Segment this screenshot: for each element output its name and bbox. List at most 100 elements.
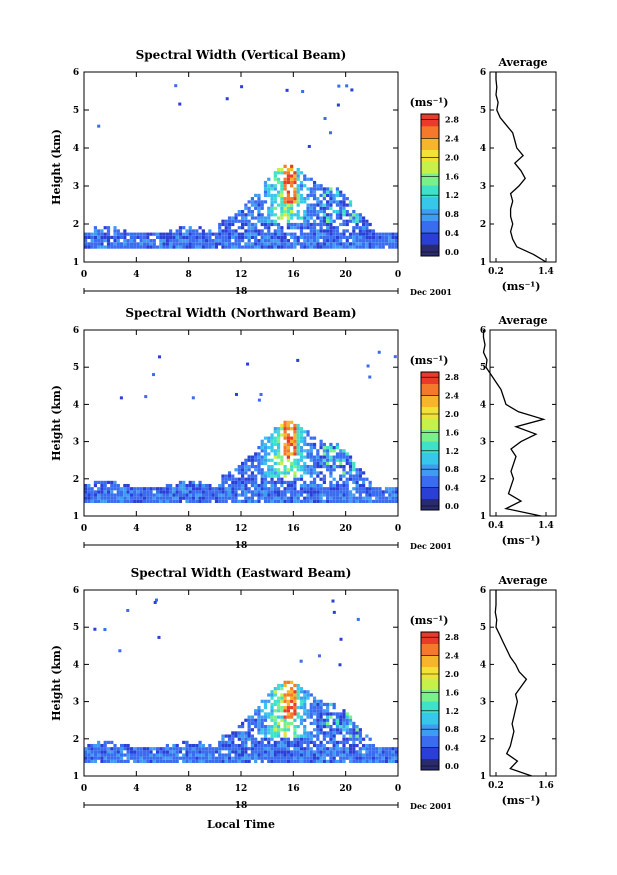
heatmap-cell xyxy=(365,743,369,748)
heatmap-cell xyxy=(303,430,307,434)
heatmap-cell xyxy=(100,480,104,485)
heatmap-cell xyxy=(231,219,235,223)
heatmap-cell xyxy=(319,206,323,210)
heatmap-cell xyxy=(195,756,199,760)
heatmap-cell xyxy=(106,487,111,491)
heatmap-cell xyxy=(342,235,346,240)
heatmap-cell xyxy=(126,487,130,491)
heatmap-cell xyxy=(169,493,173,497)
heatmap-cell xyxy=(388,750,392,754)
heatmap-cell xyxy=(316,200,320,204)
heatmap-cell xyxy=(362,480,366,485)
heatmap-cell xyxy=(139,232,143,236)
heatmap-cell xyxy=(348,715,353,719)
heatmap-cell xyxy=(273,219,277,223)
heatmap-cell xyxy=(280,427,284,431)
heatmap-cell xyxy=(195,499,199,503)
heatmap-cell xyxy=(254,452,258,456)
colorbar-swatch xyxy=(421,701,439,713)
heatmap-cell xyxy=(270,184,274,188)
heatmap-cell xyxy=(391,747,395,751)
heatmap-cell xyxy=(129,753,133,757)
heatmap-cell xyxy=(290,167,294,172)
heatmap-cell xyxy=(254,216,258,220)
heatmap-cell xyxy=(195,753,199,757)
heatmap-cell xyxy=(283,499,287,503)
heatmap-cell xyxy=(129,499,133,503)
heatmap-cell xyxy=(339,458,343,462)
heatmap-cell xyxy=(280,232,284,236)
heatmap-cell xyxy=(286,216,290,220)
heatmap-cell xyxy=(303,740,307,745)
heatmap-cell xyxy=(201,750,205,754)
heatmap-cell xyxy=(257,493,261,497)
heatmap-cell xyxy=(329,712,333,716)
heatmap-cell xyxy=(326,702,330,707)
heatmap-cell xyxy=(322,737,326,741)
heatmap-cell xyxy=(257,213,261,217)
heatmap-cell xyxy=(286,750,290,754)
heatmap-cell xyxy=(103,226,107,230)
heatmap-cell xyxy=(221,499,225,503)
heatmap-cell xyxy=(221,474,225,478)
colorbar-swatch xyxy=(421,632,439,644)
heatmap-cell xyxy=(191,235,196,240)
heatmap-cell xyxy=(329,740,333,745)
heatmap-cell xyxy=(205,753,209,757)
heatmap-cell xyxy=(384,759,389,763)
heatmap-cell xyxy=(342,193,346,198)
x-tick-label: 16 xyxy=(287,784,300,794)
heatmap-cell xyxy=(352,740,356,745)
heatmap-cell xyxy=(227,743,232,748)
heatmap-cell xyxy=(319,442,323,447)
heatmap-cell xyxy=(263,180,268,185)
heatmap-cell xyxy=(247,229,251,233)
heatmap-cell xyxy=(362,239,366,243)
y-tick-label: 4 xyxy=(73,660,79,670)
heatmap-cell xyxy=(224,756,228,760)
heatmap-cell xyxy=(234,490,238,494)
heatmap-cell xyxy=(106,756,111,760)
heatmap-cell xyxy=(267,239,271,243)
heatmap-cell xyxy=(234,235,238,240)
heatmap-cell xyxy=(241,464,245,469)
heatmap-cell xyxy=(345,499,349,503)
heatmap-cell xyxy=(368,759,372,763)
heatmap-cell xyxy=(309,187,313,191)
heatmap-cell xyxy=(221,759,225,763)
heatmap-cell xyxy=(362,499,366,503)
heatmap-cell xyxy=(175,242,179,246)
heatmap-cell xyxy=(172,753,176,757)
heatmap-cell xyxy=(299,455,304,459)
heatmap-cell xyxy=(250,737,255,741)
heatmap-cell xyxy=(205,747,209,751)
heatmap-cell xyxy=(139,750,143,754)
heatmap-cell xyxy=(273,452,277,456)
heatmap-cell xyxy=(162,756,166,760)
heatmap-cell xyxy=(188,229,192,233)
heatmap-cell xyxy=(293,427,297,431)
heatmap-cell xyxy=(273,222,277,227)
heatmap-cell xyxy=(378,232,382,236)
heatmap-cell xyxy=(345,209,349,214)
heatmap-cell xyxy=(257,740,261,745)
heatmap-cell xyxy=(296,193,300,198)
heatmap-cell xyxy=(152,373,156,377)
colorbar-tick-label: 1.6 xyxy=(445,427,459,437)
heatmap-cell xyxy=(149,496,153,500)
colorbar-swatch xyxy=(421,137,439,150)
heatmap-cell xyxy=(172,496,176,500)
heatmap-cell xyxy=(172,499,176,503)
heatmap-cell xyxy=(316,232,320,236)
colorbar-tick-label: 2.4 xyxy=(445,391,459,401)
heatmap-cell xyxy=(319,702,323,707)
heatmap-cell xyxy=(201,493,205,497)
heatmap-cell xyxy=(339,483,343,488)
heatmap-cell xyxy=(218,483,222,488)
colorbar-unit: (ms⁻¹) xyxy=(410,96,449,109)
heatmap-cell xyxy=(201,487,205,491)
heatmap-cell xyxy=(234,734,238,738)
heatmap-cell xyxy=(133,756,137,760)
heatmap-cell xyxy=(290,180,294,185)
heatmap-cell xyxy=(329,474,333,478)
